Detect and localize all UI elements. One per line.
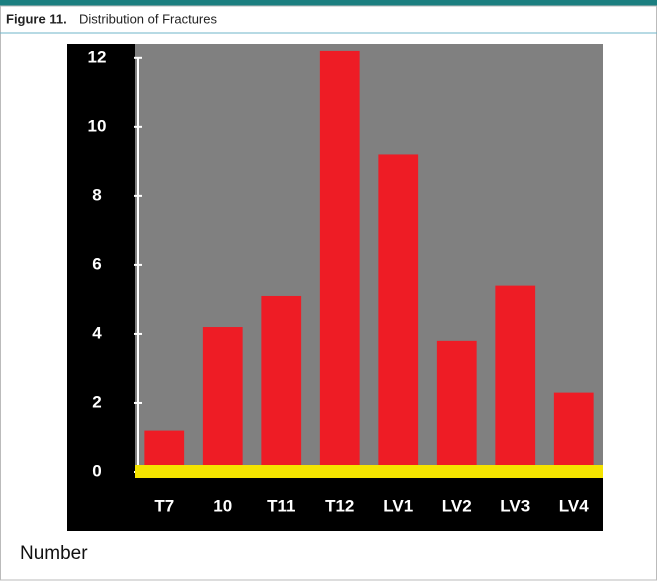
figure-title: Distribution of Fractures <box>79 11 217 26</box>
x-tick-label: LV3 <box>500 496 530 515</box>
bar <box>261 295 302 472</box>
bar <box>378 154 419 473</box>
y-tick-label: 4 <box>92 323 102 342</box>
x-tick-label: T12 <box>325 496 354 515</box>
x-tick-label: 10 <box>213 496 232 515</box>
y-axis-label: Number <box>20 543 88 564</box>
x-tick-label: T7 <box>154 496 174 515</box>
top-bar <box>0 0 657 6</box>
y-tick-label: 12 <box>88 47 107 66</box>
bar <box>319 50 360 472</box>
x-tick-label: LV1 <box>383 496 413 515</box>
baseline-bar <box>135 465 603 478</box>
bar <box>553 392 594 472</box>
bar <box>436 340 477 472</box>
y-tick-label: 10 <box>88 116 107 135</box>
bar <box>202 327 243 472</box>
y-tick-label: 6 <box>92 254 101 273</box>
x-tick-label: T11 <box>267 496 295 515</box>
figure-label: Figure 11. <box>6 11 67 26</box>
y-tick-label: 8 <box>92 185 101 204</box>
y-tick-label: 2 <box>92 392 101 411</box>
x-tick-label: LV2 <box>442 496 472 515</box>
x-tick-label: LV4 <box>559 496 589 515</box>
bar <box>495 285 536 472</box>
y-tick-label: 0 <box>92 461 101 480</box>
